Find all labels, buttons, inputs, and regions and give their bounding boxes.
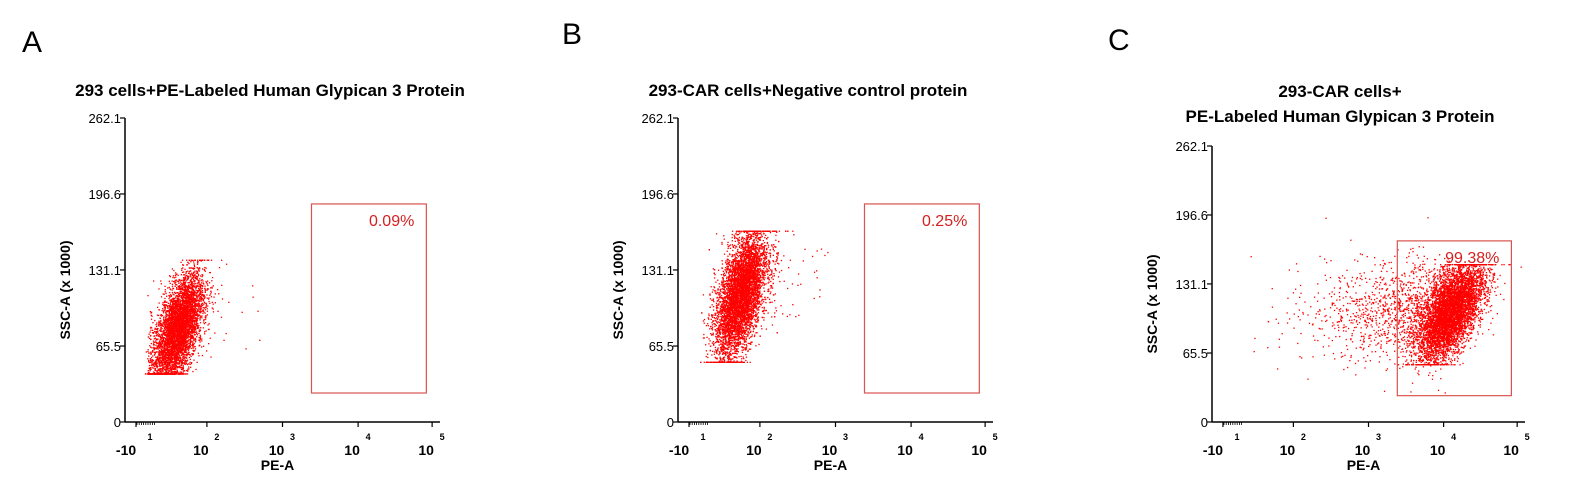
y-tick-label: 0 xyxy=(667,415,674,430)
y-tick-label: 0 xyxy=(1201,415,1208,430)
y-tick-label: 65.5 xyxy=(96,339,121,354)
x-tick-label: 10 xyxy=(1355,442,1371,458)
gate-rectangle xyxy=(863,203,980,394)
y-tick-label: 65.5 xyxy=(649,339,674,354)
x-tick-label: -10 xyxy=(1203,442,1223,458)
y-tick-label: 196.6 xyxy=(88,187,121,202)
x-tick-exponent: 5 xyxy=(993,432,998,442)
x-axis-label: PE-A xyxy=(814,457,847,473)
y-tick-label: 262.1 xyxy=(641,111,674,126)
y-tick-label: 0 xyxy=(114,415,121,430)
chart-title: 293-CAR cells+Negative control protein xyxy=(649,81,968,100)
x-tick-exponent: 3 xyxy=(843,432,848,442)
gate-rectangle xyxy=(1396,240,1512,397)
x-tick-exponent: 2 xyxy=(767,432,772,442)
x-axis-label: PE-A xyxy=(261,457,294,473)
gate-percentage: 0.09% xyxy=(369,213,414,230)
gate-percentage: 0.25% xyxy=(922,213,967,230)
panel-b: B 293-CAR cells+Negative control protein 0… xyxy=(562,18,998,473)
chart-title: PE-Labeled Human Glypican 3 Protein xyxy=(1186,107,1495,126)
x-tick-exponent: 3 xyxy=(290,432,295,442)
y-axis-label: SSC-A (x 1000) xyxy=(610,240,626,339)
y-tick-label: 262.1 xyxy=(88,111,121,126)
y-axis-label: SSC-A (x 1000) xyxy=(57,240,73,339)
x-tick-label: 10 xyxy=(897,442,913,458)
y-tick-label: 262.1 xyxy=(1175,139,1208,154)
panel-letter: B xyxy=(562,18,582,51)
y-tick-label: 65.5 xyxy=(1183,346,1208,361)
x-tick-exponent: 2 xyxy=(214,432,219,442)
y-tick-label: 196.6 xyxy=(641,187,674,202)
x-tick-label: 10 xyxy=(746,442,762,458)
event-dots xyxy=(144,259,261,375)
x-tick-label: 10 xyxy=(1430,442,1446,458)
chart-title: 293-CAR cells+ xyxy=(1278,82,1401,101)
x-tick-exponent: 1 xyxy=(148,432,153,442)
x-tick-label: -10 xyxy=(669,442,689,458)
x-tick-exponent: 4 xyxy=(1451,432,1456,442)
gate-rectangle xyxy=(310,203,427,394)
gate-percentage: 99.38% xyxy=(1445,250,1499,267)
x-tick-label: 10 xyxy=(418,442,434,458)
x-tick-exponent: 4 xyxy=(919,432,924,442)
y-tick-label: 131.1 xyxy=(641,263,674,278)
y-tick-label: 131.1 xyxy=(88,263,121,278)
chart-title: 293 cells+PE-Labeled Human Glypican 3 Pr… xyxy=(75,81,465,100)
x-tick-label: 10 xyxy=(1503,442,1519,458)
y-axis-label: SSC-A (x 1000) xyxy=(1144,254,1160,353)
event-dots xyxy=(1250,217,1522,394)
x-tick-label: 10 xyxy=(822,442,838,458)
x-tick-exponent: 3 xyxy=(1376,432,1381,442)
y-tick-label: 131.1 xyxy=(1175,277,1208,292)
x-tick-exponent: 4 xyxy=(366,432,371,442)
x-tick-label: 10 xyxy=(193,442,209,458)
x-tick-label: 10 xyxy=(971,442,987,458)
x-tick-label: 10 xyxy=(1280,442,1296,458)
x-tick-label: 10 xyxy=(344,442,360,458)
x-axis-label: PE-A xyxy=(1347,457,1380,473)
x-tick-exponent: 2 xyxy=(1301,432,1306,442)
panel-c: C 293-CAR cells+ PE-Labeled Human Glypican… xyxy=(1108,24,1530,473)
x-tick-exponent: 1 xyxy=(701,432,706,442)
event-dots xyxy=(700,230,829,363)
panel-a: A 293 cells+PE-Labeled Human Glypican 3 P… xyxy=(22,26,465,473)
panel-letter: C xyxy=(1108,24,1130,57)
x-tick-label: 10 xyxy=(269,442,285,458)
x-tick-exponent: 5 xyxy=(1525,432,1530,442)
panel-letter: A xyxy=(22,26,42,59)
x-tick-label: -10 xyxy=(116,442,136,458)
x-tick-exponent: 5 xyxy=(440,432,445,442)
x-tick-exponent: 1 xyxy=(1234,432,1239,442)
y-tick-label: 196.6 xyxy=(1175,208,1208,223)
